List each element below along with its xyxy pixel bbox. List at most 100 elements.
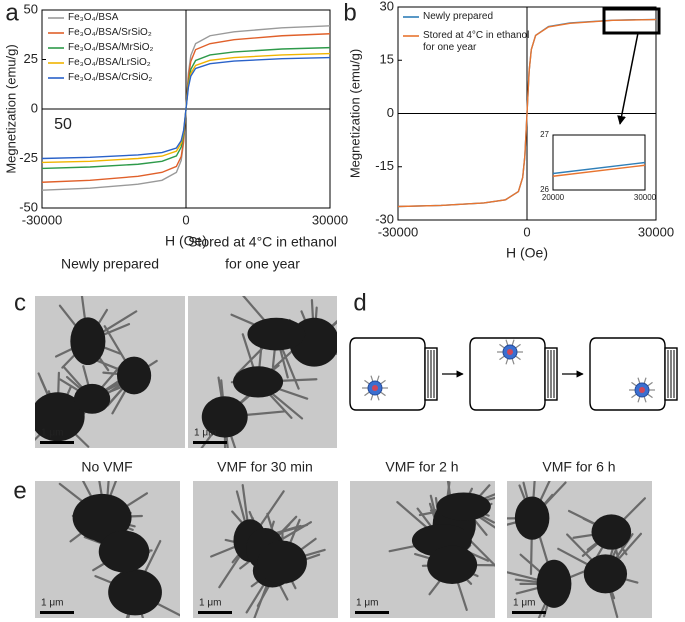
legend-entry: Newly prepared xyxy=(423,11,494,22)
tem-image: 1 μm xyxy=(35,296,185,448)
panel-label: c xyxy=(14,289,26,316)
particle-cluster xyxy=(201,396,248,438)
y-tick-label: 50 xyxy=(24,1,38,16)
scale-bar xyxy=(355,611,389,614)
tem-image: 1 μm xyxy=(507,481,652,618)
x-tick-label: 20000 xyxy=(542,193,565,202)
series-line xyxy=(552,164,646,177)
particle-cluster xyxy=(427,545,478,584)
particle-cluster xyxy=(35,392,85,442)
scale-bar xyxy=(512,611,546,614)
series-line xyxy=(41,56,331,160)
zoom-box xyxy=(602,7,661,35)
particle-cluster xyxy=(514,496,550,540)
jar-body xyxy=(469,337,546,411)
zoom-arrow xyxy=(617,32,639,125)
particle-cluster xyxy=(591,514,632,550)
scale-bar-label: 1 μm xyxy=(199,598,221,609)
tem-image: 1 μm xyxy=(350,481,495,618)
particle-cluster xyxy=(436,492,491,521)
image-caption: VMF for 30 min xyxy=(217,459,313,475)
scale-bar xyxy=(193,441,227,444)
panel-label: a xyxy=(5,0,19,26)
image-caption: Stored at 4°C in ethanol xyxy=(188,234,337,250)
particle-cluster xyxy=(116,356,152,395)
y-axis-label: Megnetization (emu/g) xyxy=(3,44,18,173)
image-caption: VMF for 2 h xyxy=(385,459,458,475)
y-tick-label: 25 xyxy=(24,51,38,66)
image-caption: for one year xyxy=(225,256,300,272)
particle-core xyxy=(372,385,378,391)
legend-label: Fe₃O₄/BSA/LrSiO₂ xyxy=(68,57,151,68)
y-tick-label: -30 xyxy=(375,211,394,226)
annotation: 50 xyxy=(54,116,72,133)
scale-bar-label: 1 μm xyxy=(356,598,378,609)
y-tick-label: 15 xyxy=(380,52,394,67)
image-caption: VMF for 6 h xyxy=(542,459,615,475)
panel-label: b xyxy=(343,0,356,26)
x-tick-label: 30000 xyxy=(634,193,657,202)
scale-bar xyxy=(198,611,232,614)
particle-cluster xyxy=(583,554,628,594)
legend-entry: Fe₃O₄/BSA/CrSiO₂ xyxy=(68,72,153,83)
series-line xyxy=(397,18,657,208)
scale-bar xyxy=(40,611,74,614)
legend-entry: Fe₃O₄/BSA/SrSiO₂ xyxy=(68,27,152,38)
tem-image: 1 μm xyxy=(35,481,180,618)
y-tick-label: 26 xyxy=(540,185,549,194)
y-tick-label: -15 xyxy=(375,158,394,173)
particle-cluster xyxy=(247,317,306,351)
x-axis-label: H (Oe) xyxy=(165,233,207,249)
y-tick-label: -25 xyxy=(19,150,38,165)
tem-image: 1 μm xyxy=(188,296,337,448)
particle-cluster xyxy=(73,383,111,414)
particle-cluster xyxy=(72,493,132,542)
legend-entry: Fe₃O₄/BSA xyxy=(68,12,119,23)
panel-label: d xyxy=(353,289,366,316)
x-tick-label: 0 xyxy=(182,212,189,227)
y-tick-label: -50 xyxy=(19,199,38,214)
particle-core xyxy=(639,387,645,393)
tem-image: 1 μm xyxy=(193,481,338,618)
legend-label: Stored at 4°C in ethanol for one year xyxy=(423,30,530,53)
x-axis-label: H (Oe) xyxy=(506,245,548,261)
y-tick-label: 0 xyxy=(387,105,394,120)
scale-bar-label: 1 μm xyxy=(41,598,63,609)
scale-bar xyxy=(40,441,74,444)
jar-body xyxy=(589,337,666,411)
legend-label: Fe₃O₄/BSA/SrSiO₂ xyxy=(68,27,152,38)
particle-cluster xyxy=(108,569,162,616)
x-tick-label: 0 xyxy=(523,224,530,239)
image-caption: No VMF xyxy=(81,459,132,475)
legend-label: Fe₃O₄/BSA/MrSiO₂ xyxy=(68,42,154,53)
x-tick-label: -30000 xyxy=(22,212,62,227)
x-tick-label: -30000 xyxy=(378,224,418,239)
plot-frame xyxy=(552,134,646,191)
scale-bar-label: 1 μm xyxy=(41,428,63,439)
y-tick-label: 0 xyxy=(31,100,38,115)
y-axis-label: Megnetization (emu/g) xyxy=(347,49,362,178)
jar-body xyxy=(349,337,426,411)
particle-cluster xyxy=(232,366,284,398)
series-line xyxy=(552,161,646,175)
legend-entry: Fe₃O₄/BSA/MrSiO₂ xyxy=(68,42,154,53)
y-tick-label: 30 xyxy=(380,0,394,13)
image-caption: Newly prepared xyxy=(61,256,159,272)
particle-cluster xyxy=(98,530,150,573)
y-tick-label: 27 xyxy=(540,130,549,139)
scale-bar-label: 1 μm xyxy=(194,428,216,439)
panel-label: e xyxy=(13,477,26,504)
particle-core xyxy=(507,349,513,355)
particle-cluster xyxy=(70,317,106,366)
scale-bar-label: 1 μm xyxy=(513,598,535,609)
particle-cluster xyxy=(536,559,572,608)
legend-label: Fe₃O₄/BSA xyxy=(68,12,119,23)
x-tick-label: 30000 xyxy=(312,212,348,227)
legend-label: Fe₃O₄/BSA/CrSiO₂ xyxy=(68,72,153,83)
legend-entry: Stored at 4°C in ethanol for one year xyxy=(423,30,530,53)
legend-label: Newly prepared xyxy=(423,11,494,22)
x-tick-label: 30000 xyxy=(638,224,674,239)
particle-cluster xyxy=(257,540,307,584)
